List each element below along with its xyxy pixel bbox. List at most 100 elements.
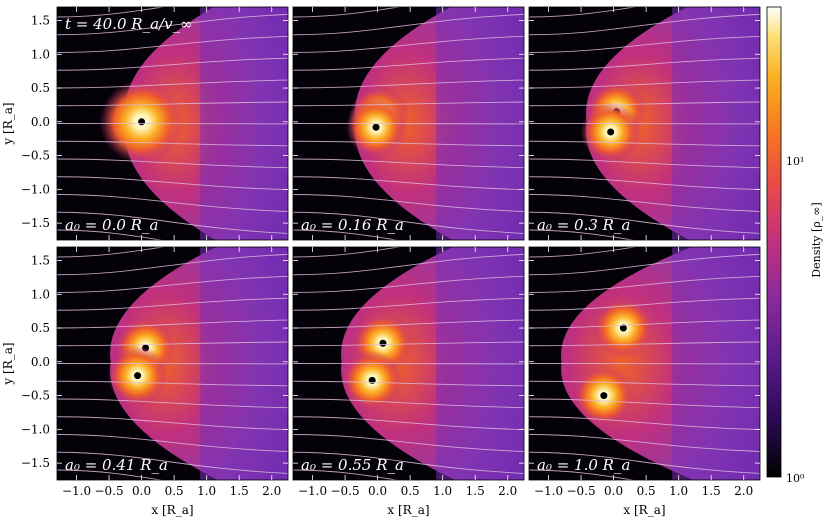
panel-label: a₀ = 0.0 R_a xyxy=(65,216,158,234)
y-tick-label: −1.0 xyxy=(21,182,50,196)
x-tick-label: 1.5 xyxy=(466,484,485,498)
streamline xyxy=(57,57,288,71)
panel-frame xyxy=(56,246,289,481)
panel-content xyxy=(57,247,288,480)
streamline xyxy=(57,297,288,311)
streamline xyxy=(529,158,760,169)
x-tick-label: −1.0 xyxy=(534,484,563,498)
streamline xyxy=(529,434,760,452)
panel-label: a₀ = 0.41 R_a xyxy=(65,456,168,474)
x-tick-label: 2.0 xyxy=(262,484,281,498)
x-tick-label: 1.5 xyxy=(702,484,721,498)
streamline xyxy=(293,398,524,409)
x-tick-label: 1.0 xyxy=(197,484,216,498)
y-tick-label: −0.5 xyxy=(21,389,50,403)
streamline xyxy=(293,13,524,36)
x-axis-title: x [R_a] xyxy=(151,503,193,517)
streamline xyxy=(293,319,524,329)
streamline xyxy=(293,158,524,169)
streamlines xyxy=(529,7,760,240)
x-tick-label: −1.0 xyxy=(298,484,327,498)
streamline xyxy=(529,451,760,474)
x-tick-label: 1.0 xyxy=(433,484,452,498)
panel-content xyxy=(293,7,524,240)
y-tick-label: −0.5 xyxy=(21,149,50,163)
accretor-point xyxy=(619,324,627,332)
x-axis-title: x [R_a] xyxy=(623,503,665,517)
streamline xyxy=(529,253,760,276)
x-tick-label: 0.0 xyxy=(368,484,387,498)
y-axis-title: y [R_a] xyxy=(1,342,15,385)
accretor-point xyxy=(372,123,380,131)
streamline xyxy=(57,319,288,329)
streamline xyxy=(293,194,524,212)
streamline xyxy=(293,35,524,53)
y-tick-label: −1.5 xyxy=(21,456,50,470)
x-tick-label: 1.0 xyxy=(669,484,688,498)
x-tick-label: 0.0 xyxy=(604,484,623,498)
streamline xyxy=(57,398,288,409)
x-tick-label: −1.0 xyxy=(62,484,91,498)
streamline xyxy=(57,35,288,53)
panel-5: a₀ = 1.0 R_a xyxy=(528,246,761,481)
panel-0: a₀ = 0.0 R_a t = 40.0 R_a/v_∞ xyxy=(56,6,289,241)
panels-group: a₀ = 0.0 R_a t = 40.0 R_a/v_∞ a₀ = 0.16 R_… xyxy=(56,6,761,481)
panel-label: a₀ = 1.0 R_a xyxy=(537,456,630,474)
streamline xyxy=(529,398,760,409)
y-tick-label: 1.5 xyxy=(31,14,50,28)
streamline xyxy=(293,416,524,431)
panel-label: a₀ = 0.3 R_a xyxy=(537,216,630,234)
streamline xyxy=(57,211,288,234)
y-tick-label: 0.0 xyxy=(31,355,50,369)
streamline xyxy=(57,79,288,89)
panel-frame xyxy=(56,6,289,241)
streamline xyxy=(57,469,164,480)
streamlines xyxy=(57,7,288,240)
x-tick-label: 0.5 xyxy=(401,484,420,498)
streamline xyxy=(293,297,524,311)
colorbar-tick-low: 10⁰ xyxy=(786,472,805,485)
colorbar-tick-high: 10¹ xyxy=(786,155,804,168)
streamline xyxy=(529,297,760,311)
streamline xyxy=(57,176,288,191)
x-tick-label: 1.5 xyxy=(230,484,249,498)
streamline xyxy=(293,57,524,71)
streamline xyxy=(529,247,638,258)
colorbar-gradient xyxy=(766,6,782,478)
panel-content xyxy=(529,7,760,240)
streamline xyxy=(529,416,760,431)
colorbar-title: Density [ρ_∞] xyxy=(810,202,823,277)
panel-2: a₀ = 0.3 R_a xyxy=(528,6,761,241)
x-axis-title: x [R_a] xyxy=(387,503,429,517)
x-tick-label: 0.0 xyxy=(132,484,151,498)
y-tick-label: 0.5 xyxy=(31,81,50,95)
y-tick-label: −1.5 xyxy=(21,216,50,230)
streamlines xyxy=(293,7,524,240)
y-tick-label: 1.0 xyxy=(31,287,50,301)
streamline xyxy=(529,341,760,347)
streamline xyxy=(529,380,760,387)
streamline xyxy=(529,101,760,107)
streamline xyxy=(529,13,760,36)
x-tick-label: 2.0 xyxy=(734,484,753,498)
x-tick-label: −0.5 xyxy=(566,484,595,498)
streamline xyxy=(529,57,760,71)
streamline xyxy=(57,275,288,293)
streamlines xyxy=(57,247,288,480)
panel-content xyxy=(529,247,760,480)
streamline xyxy=(293,229,400,240)
y-tick-label: 1.5 xyxy=(31,254,50,268)
y-axis-title: y [R_a] xyxy=(1,102,15,145)
streamline xyxy=(57,7,166,18)
panel-frame xyxy=(292,6,525,241)
streamline xyxy=(57,194,288,212)
streamline xyxy=(529,275,760,293)
streamlines xyxy=(529,247,760,480)
streamline xyxy=(529,7,638,18)
x-tick-label: 0.5 xyxy=(165,484,184,498)
panel-label: a₀ = 0.16 R_a xyxy=(301,216,404,234)
streamline xyxy=(57,229,164,240)
streamline xyxy=(529,35,760,53)
panel-3: a₀ = 0.41 R_a xyxy=(56,246,289,481)
